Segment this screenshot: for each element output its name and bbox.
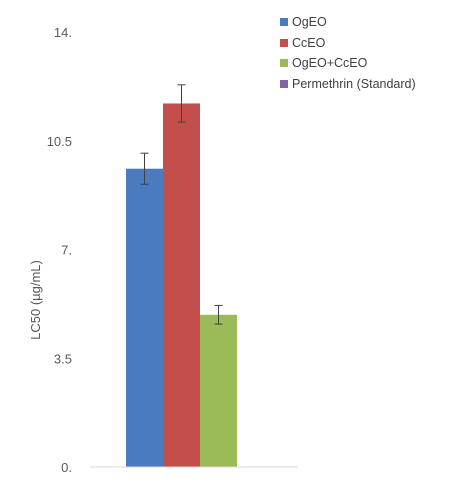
bar: [200, 314, 237, 467]
legend-item-ogeo: OgEO: [280, 12, 416, 33]
legend-label-ogeo: OgEO: [292, 15, 327, 30]
legend-swatch-ogeo-cceo: [280, 59, 288, 68]
bar: [126, 168, 163, 467]
y-tick-label: 10.5: [47, 134, 72, 149]
legend-item-cceo: CcEO: [280, 33, 416, 54]
y-tick-label: 3.5: [54, 351, 72, 366]
legend-swatch-permethrin: [280, 79, 288, 88]
bar: [163, 103, 200, 467]
y-axis-ticks: 0. 3.5 7. 10.5 14.: [47, 25, 72, 475]
legend-label-ogeo-cceo: OgEO+CcEO: [292, 56, 368, 71]
y-axis-label: LC50 (µg/mL): [28, 260, 43, 340]
legend-item-permethrin: Permethrin (Standard): [280, 74, 416, 95]
bars: [126, 84, 237, 467]
legend: OgEO CcEO OgEO+CcEO Permethrin (Standard…: [280, 12, 416, 94]
legend-item-ogeo-cceo: OgEO+CcEO: [280, 53, 416, 74]
y-tick-label: 14.: [54, 25, 72, 40]
legend-label-permethrin: Permethrin (Standard): [292, 76, 416, 91]
y-tick-label: 0.: [61, 460, 72, 475]
legend-swatch-ogeo: [280, 18, 288, 27]
legend-swatch-cceo: [280, 38, 288, 47]
y-tick-label: 7.: [61, 243, 72, 258]
legend-label-cceo: CcEO: [292, 35, 326, 50]
